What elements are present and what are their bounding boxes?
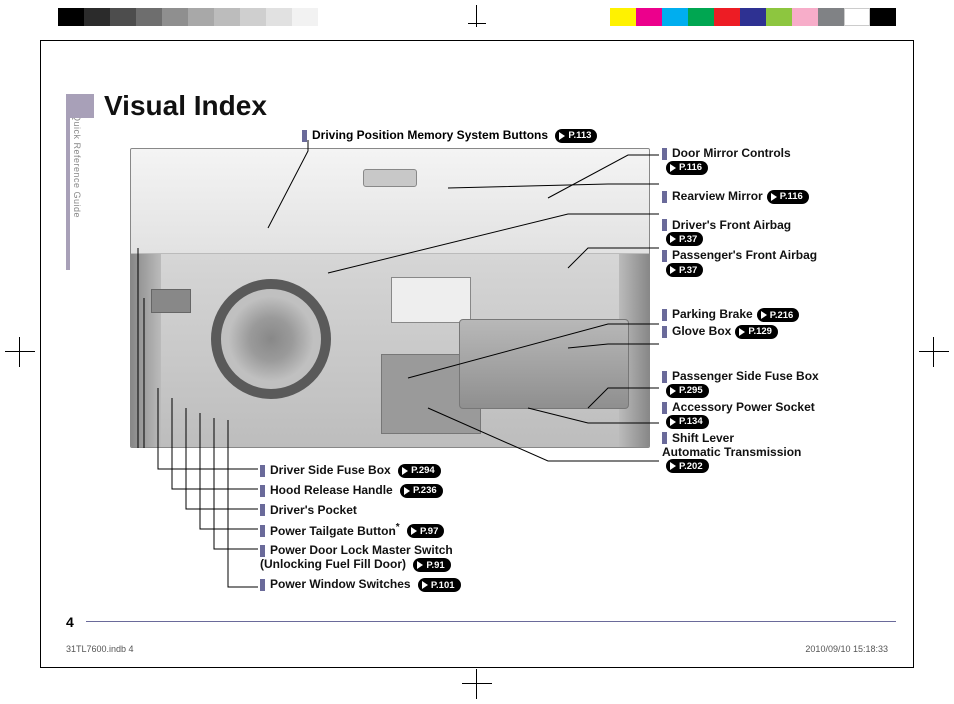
callout-item: Parking Brake P.216 <box>662 307 819 322</box>
page-footer-rule <box>86 621 896 622</box>
callout-label: Rearview Mirror <box>672 189 763 203</box>
callout-label: Power Door Lock Master Switch <box>270 543 453 557</box>
callout-tick <box>260 504 265 516</box>
cmy-ramp <box>610 8 896 26</box>
footer-timestamp: 2010/09/10 15:18:33 <box>805 644 888 654</box>
page-ref-badge[interactable]: P.134 <box>666 415 709 429</box>
callout-item: Driver's Pocket <box>260 503 461 517</box>
callout-tick <box>662 432 667 444</box>
title-ornament <box>66 94 94 118</box>
callout-sublabel: Automatic Transmission <box>662 445 801 459</box>
callout-sublabel: (Unlocking Fuel Fill Door) <box>260 557 406 571</box>
callout-tick <box>662 148 667 160</box>
callout-item: Accessory Power SocketP.134 <box>662 400 819 429</box>
callout-tick <box>260 579 265 591</box>
callout-item: Rearview Mirror P.116 <box>662 189 819 204</box>
callout-tick <box>662 219 667 231</box>
callout-item: Hood Release Handle P.236 <box>260 483 461 498</box>
page-ref-badge[interactable]: P.236 <box>400 484 443 498</box>
callout-tick <box>260 525 265 537</box>
section-tab-label: Quick Reference Guide <box>72 114 82 218</box>
callout-tick <box>662 309 667 321</box>
page-number: 4 <box>66 614 74 630</box>
page-title-block: Visual Index <box>66 90 267 122</box>
callouts-right: Door Mirror ControlsP.116Rearview Mirror… <box>662 146 819 475</box>
page-ref-badge[interactable]: P.113 <box>555 129 597 143</box>
callout-label: Accessory Power Socket <box>672 400 815 414</box>
page-ref-badge[interactable]: P.101 <box>418 578 461 592</box>
callout-item: Driver Side Fuse Box P.294 <box>260 463 461 478</box>
page-title: Visual Index <box>104 90 267 122</box>
callout-item: Shift LeverAutomatic TransmissionP.202 <box>662 431 819 474</box>
callout-top: Driving Position Memory System Buttons P… <box>302 128 597 143</box>
callout-label: Power Window Switches <box>270 577 411 591</box>
callout-label: Power Tailgate Button* <box>270 524 400 538</box>
page-ref-badge[interactable]: P.116 <box>666 161 708 175</box>
registration-bottom <box>462 669 492 699</box>
crop-left <box>5 337 35 367</box>
callout-label: Passenger Side Fuse Box <box>672 369 819 383</box>
callout-tick <box>662 326 667 338</box>
crop-right <box>919 337 949 367</box>
callout-tick <box>302 130 307 142</box>
footer-filename: 31TL7600.indb 4 <box>66 644 134 654</box>
page-ref-badge[interactable]: P.97 <box>407 524 444 538</box>
callout-label: Parking Brake <box>672 307 753 321</box>
callout-item: Power Window Switches P.101 <box>260 577 461 592</box>
callout-tick <box>260 545 265 557</box>
registration-top <box>468 5 486 35</box>
callout-label: Driver's Pocket <box>270 503 357 517</box>
callout-item: Glove Box P.129 <box>662 324 819 339</box>
callout-item: Power Door Lock Master Switch(Unlocking … <box>260 543 461 572</box>
callout-tick <box>662 402 667 414</box>
callout-tick <box>662 371 667 383</box>
callouts-bottom: Driver Side Fuse Box P.294 Hood Release H… <box>260 463 461 597</box>
page-ref-badge[interactable]: P.216 <box>757 308 800 322</box>
page-ref-badge[interactable]: P.129 <box>735 325 778 339</box>
page-ref-badge[interactable]: P.295 <box>666 384 709 398</box>
callout-label: Driver Side Fuse Box <box>270 463 391 477</box>
callout-item: Power Tailgate Button* P.97 <box>260 522 461 539</box>
callout-label: Passenger's Front Airbag <box>672 248 817 262</box>
dashboard-illustration <box>130 148 650 448</box>
callout-tick <box>662 191 667 203</box>
page-ref-badge[interactable]: P.37 <box>666 232 703 246</box>
callout-tick <box>260 485 265 497</box>
callout-tick <box>260 465 265 477</box>
callout-label: Glove Box <box>672 324 731 338</box>
callout-label: Driver's Front Airbag <box>672 218 791 232</box>
page-ref-badge[interactable]: P.91 <box>413 558 450 572</box>
page-ref-badge[interactable]: P.37 <box>666 263 703 277</box>
page-ref-badge[interactable]: P.202 <box>666 459 709 473</box>
callout-label: Hood Release Handle <box>270 483 393 497</box>
gray-ramp <box>58 8 318 26</box>
callout-item: Door Mirror ControlsP.116 <box>662 146 819 175</box>
callout-item: Passenger Side Fuse BoxP.295 <box>662 369 819 398</box>
page-ref-badge[interactable]: P.294 <box>398 464 441 478</box>
section-tab: Quick Reference Guide <box>66 110 82 270</box>
callout-label: Driving Position Memory System Buttons <box>312 128 548 142</box>
callout-item: Driver's Front AirbagP.37 <box>662 218 819 247</box>
page-ref-badge[interactable]: P.116 <box>767 190 809 204</box>
callout-label: Door Mirror Controls <box>672 146 791 160</box>
callout-label: Shift Lever <box>672 431 734 445</box>
callout-tick <box>662 250 667 262</box>
page-content: Quick Reference Guide Visual Index Drivi… <box>48 48 906 660</box>
callout-item: Passenger's Front AirbagP.37 <box>662 248 819 277</box>
